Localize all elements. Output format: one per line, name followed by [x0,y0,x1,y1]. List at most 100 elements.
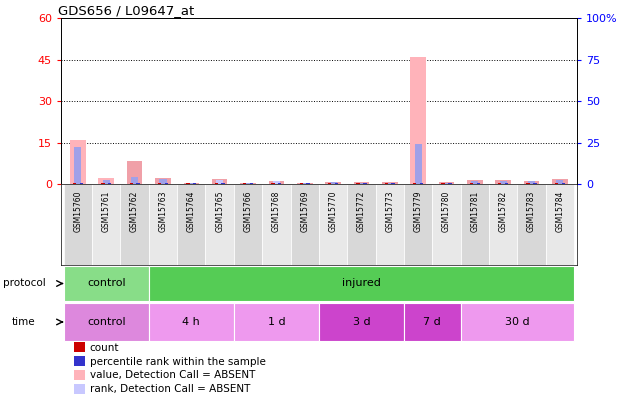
Text: GSM15784: GSM15784 [555,191,564,232]
Text: time: time [12,317,35,327]
Bar [63,184,92,265]
Text: GSM15773: GSM15773 [385,191,394,232]
Bar [432,184,461,265]
Text: GSM15780: GSM15780 [442,191,451,232]
Bar [363,183,367,184]
Bar [301,183,308,184]
Text: 1 d: 1 d [267,317,285,327]
Bar [234,303,319,341]
Text: rank, Detection Call = ABSENT: rank, Detection Call = ABSENT [90,384,250,394]
Bar [99,178,114,184]
Bar [250,183,253,184]
Bar [438,182,454,184]
Text: protocol: protocol [3,279,46,288]
Bar [129,183,133,184]
Bar [325,181,341,184]
Bar [193,183,196,184]
Bar [216,180,223,184]
Bar [290,184,319,265]
Bar [533,183,537,184]
Bar [319,303,404,341]
Bar [108,183,112,184]
Text: GDS656 / L09647_at: GDS656 / L09647_at [58,4,195,17]
Bar [70,140,86,184]
Bar [103,180,110,184]
Bar [160,179,167,184]
Bar [476,183,480,184]
Text: 30 d: 30 d [505,317,529,327]
Bar [461,184,489,265]
Bar [526,183,530,184]
Text: control: control [87,317,126,327]
Bar [183,183,199,184]
Bar [552,179,568,184]
Bar [278,183,281,184]
Bar [131,177,138,184]
Bar [269,181,284,184]
Bar [73,183,76,184]
Bar [524,181,539,184]
Bar [392,183,395,184]
Bar [215,183,218,184]
Bar [410,57,426,184]
Bar [471,181,478,184]
Bar [545,184,574,265]
Bar [155,178,171,184]
Text: percentile rank within the sample: percentile rank within the sample [90,356,265,367]
Text: GSM15764: GSM15764 [187,191,196,232]
Bar [271,183,274,184]
Text: GSM15772: GSM15772 [357,191,366,232]
Bar [470,183,473,184]
Bar [319,184,347,265]
Bar [347,184,376,265]
Bar [262,184,290,265]
Bar [74,147,81,184]
Bar [149,184,177,265]
Bar [358,183,365,184]
Text: GSM15765: GSM15765 [215,191,224,232]
Bar [385,183,388,184]
Bar [149,303,234,341]
Bar [206,184,234,265]
Bar [415,144,422,184]
Bar [467,180,483,184]
Bar [306,183,310,184]
Bar [443,183,450,184]
Bar [158,183,162,184]
Bar [79,183,83,184]
Text: GSM15766: GSM15766 [244,191,253,232]
Bar [121,184,149,265]
Bar [404,184,432,265]
Bar [240,183,256,184]
Bar [273,181,280,184]
Text: 3 d: 3 d [353,317,370,327]
Bar [354,182,369,184]
Bar [413,183,417,184]
Bar [63,266,149,301]
Bar [63,303,149,341]
Bar [554,183,558,184]
Bar [137,183,140,184]
Bar [244,183,251,184]
Bar [448,183,451,184]
Text: count: count [90,343,119,353]
Text: 4 h: 4 h [183,317,200,327]
Bar [376,184,404,265]
Text: GSM15782: GSM15782 [499,191,508,232]
Text: GSM15768: GSM15768 [272,191,281,232]
Bar [299,183,303,184]
Bar [127,161,142,184]
Bar [329,182,337,184]
Bar [165,183,168,184]
Bar [461,303,574,341]
Bar [420,183,423,184]
Bar [297,183,313,184]
Text: GSM15770: GSM15770 [329,191,338,232]
Bar [335,183,338,184]
Bar [328,183,331,184]
Bar [356,183,360,184]
Bar [404,303,461,341]
Text: GSM15779: GSM15779 [413,191,422,232]
Bar [212,179,228,184]
Text: value, Detection Call = ABSENT: value, Detection Call = ABSENT [90,371,255,380]
